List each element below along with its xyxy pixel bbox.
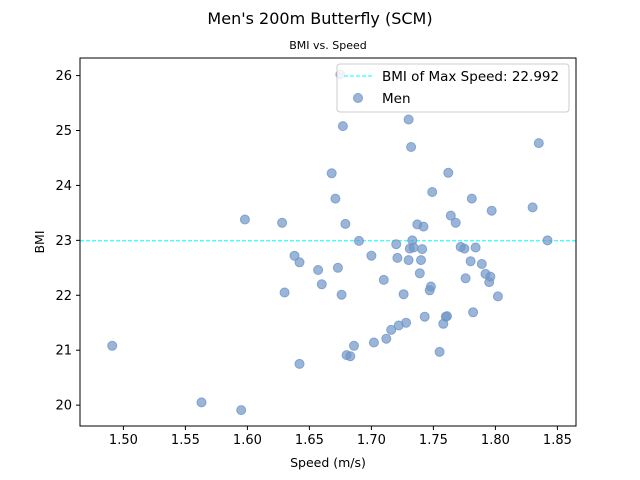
data-point — [406, 142, 417, 152]
data-point — [336, 289, 347, 300]
y-tick-label: 20 — [55, 399, 72, 414]
data-point — [527, 202, 538, 213]
y-axis-ticks: 20 21 22 23 24 25 26 — [55, 69, 80, 414]
data-point — [425, 281, 436, 292]
data-point — [419, 311, 430, 322]
y-tick-label: 26 — [55, 69, 72, 84]
data-point — [386, 324, 397, 335]
data-point — [378, 274, 389, 285]
data-point — [460, 273, 471, 284]
data-point — [392, 252, 403, 263]
legend-reference-line-label: BMI of Max Speed: 22.992 — [382, 69, 559, 85]
x-tick-label: 1.50 — [109, 433, 138, 448]
y-axis-label: BMI — [32, 230, 47, 253]
data-point — [533, 138, 544, 149]
data-point — [417, 244, 428, 255]
data-point — [236, 405, 247, 416]
x-tick-label: 1.75 — [419, 433, 448, 448]
data-point — [465, 256, 476, 267]
legend-men-swatch — [353, 93, 363, 103]
plot-area-frame — [79, 57, 577, 427]
data-point — [427, 187, 438, 197]
data-point — [443, 167, 454, 178]
data-point — [398, 289, 409, 300]
data-point — [486, 205, 497, 216]
data-point — [313, 265, 324, 275]
data-point — [476, 259, 487, 269]
data-point — [416, 255, 426, 266]
data-points — [107, 69, 553, 416]
data-point — [196, 397, 207, 408]
x-tick-label: 1.60 — [233, 433, 262, 448]
data-point — [316, 279, 327, 290]
x-tick-label: 1.65 — [295, 433, 324, 448]
data-point — [294, 257, 305, 268]
data-point — [340, 218, 351, 229]
data-point — [466, 193, 477, 204]
chart-subtitle: BMI vs. Speed — [289, 39, 367, 52]
data-point — [450, 217, 461, 228]
data-point — [434, 346, 445, 357]
data-point — [332, 262, 343, 273]
data-point — [459, 243, 470, 254]
data-point — [326, 168, 337, 179]
data-point — [337, 121, 348, 132]
y-tick-label: 25 — [55, 124, 72, 139]
legend-box — [336, 63, 570, 113]
data-point — [418, 221, 429, 232]
x-tick-label: 1.80 — [481, 433, 510, 448]
data-point — [401, 317, 412, 328]
data-point — [107, 340, 118, 351]
data-point — [408, 242, 419, 253]
data-point — [492, 291, 503, 302]
legend-men-label: Men — [382, 91, 411, 107]
data-point — [403, 255, 414, 266]
data-point — [485, 271, 496, 282]
data-point — [381, 333, 392, 344]
legend: BMI of Max Speed: 22.992 Men — [336, 63, 570, 113]
data-point — [442, 311, 452, 322]
data-point — [277, 217, 288, 228]
data-point — [349, 340, 359, 351]
y-tick-label: 24 — [55, 179, 72, 194]
chart-title: Men's 200m Butterfly (SCM) — [207, 9, 432, 28]
data-point — [445, 210, 456, 221]
y-tick-label: 22 — [55, 289, 72, 304]
data-point — [468, 307, 479, 318]
data-point — [403, 114, 414, 125]
data-point — [330, 193, 341, 204]
x-tick-label: 1.70 — [357, 433, 386, 448]
y-tick-label: 21 — [55, 344, 72, 359]
data-point — [368, 337, 379, 348]
x-tick-label: 1.85 — [543, 433, 572, 448]
data-point — [289, 250, 300, 261]
data-point — [470, 242, 481, 253]
data-point — [366, 250, 377, 261]
x-tick-label: 1.55 — [171, 433, 200, 448]
data-point — [279, 287, 290, 298]
data-point — [414, 268, 425, 279]
data-point — [542, 235, 553, 246]
x-axis-ticks: 1.50 1.55 1.60 1.65 1.70 1.75 1.80 1.85 — [109, 426, 572, 448]
data-point — [294, 358, 305, 369]
data-point — [239, 214, 250, 225]
data-point — [391, 239, 402, 250]
data-point — [354, 235, 364, 246]
data-point — [345, 351, 356, 362]
x-axis-label: Speed (m/s) — [290, 455, 366, 470]
y-tick-label: 23 — [55, 234, 72, 249]
